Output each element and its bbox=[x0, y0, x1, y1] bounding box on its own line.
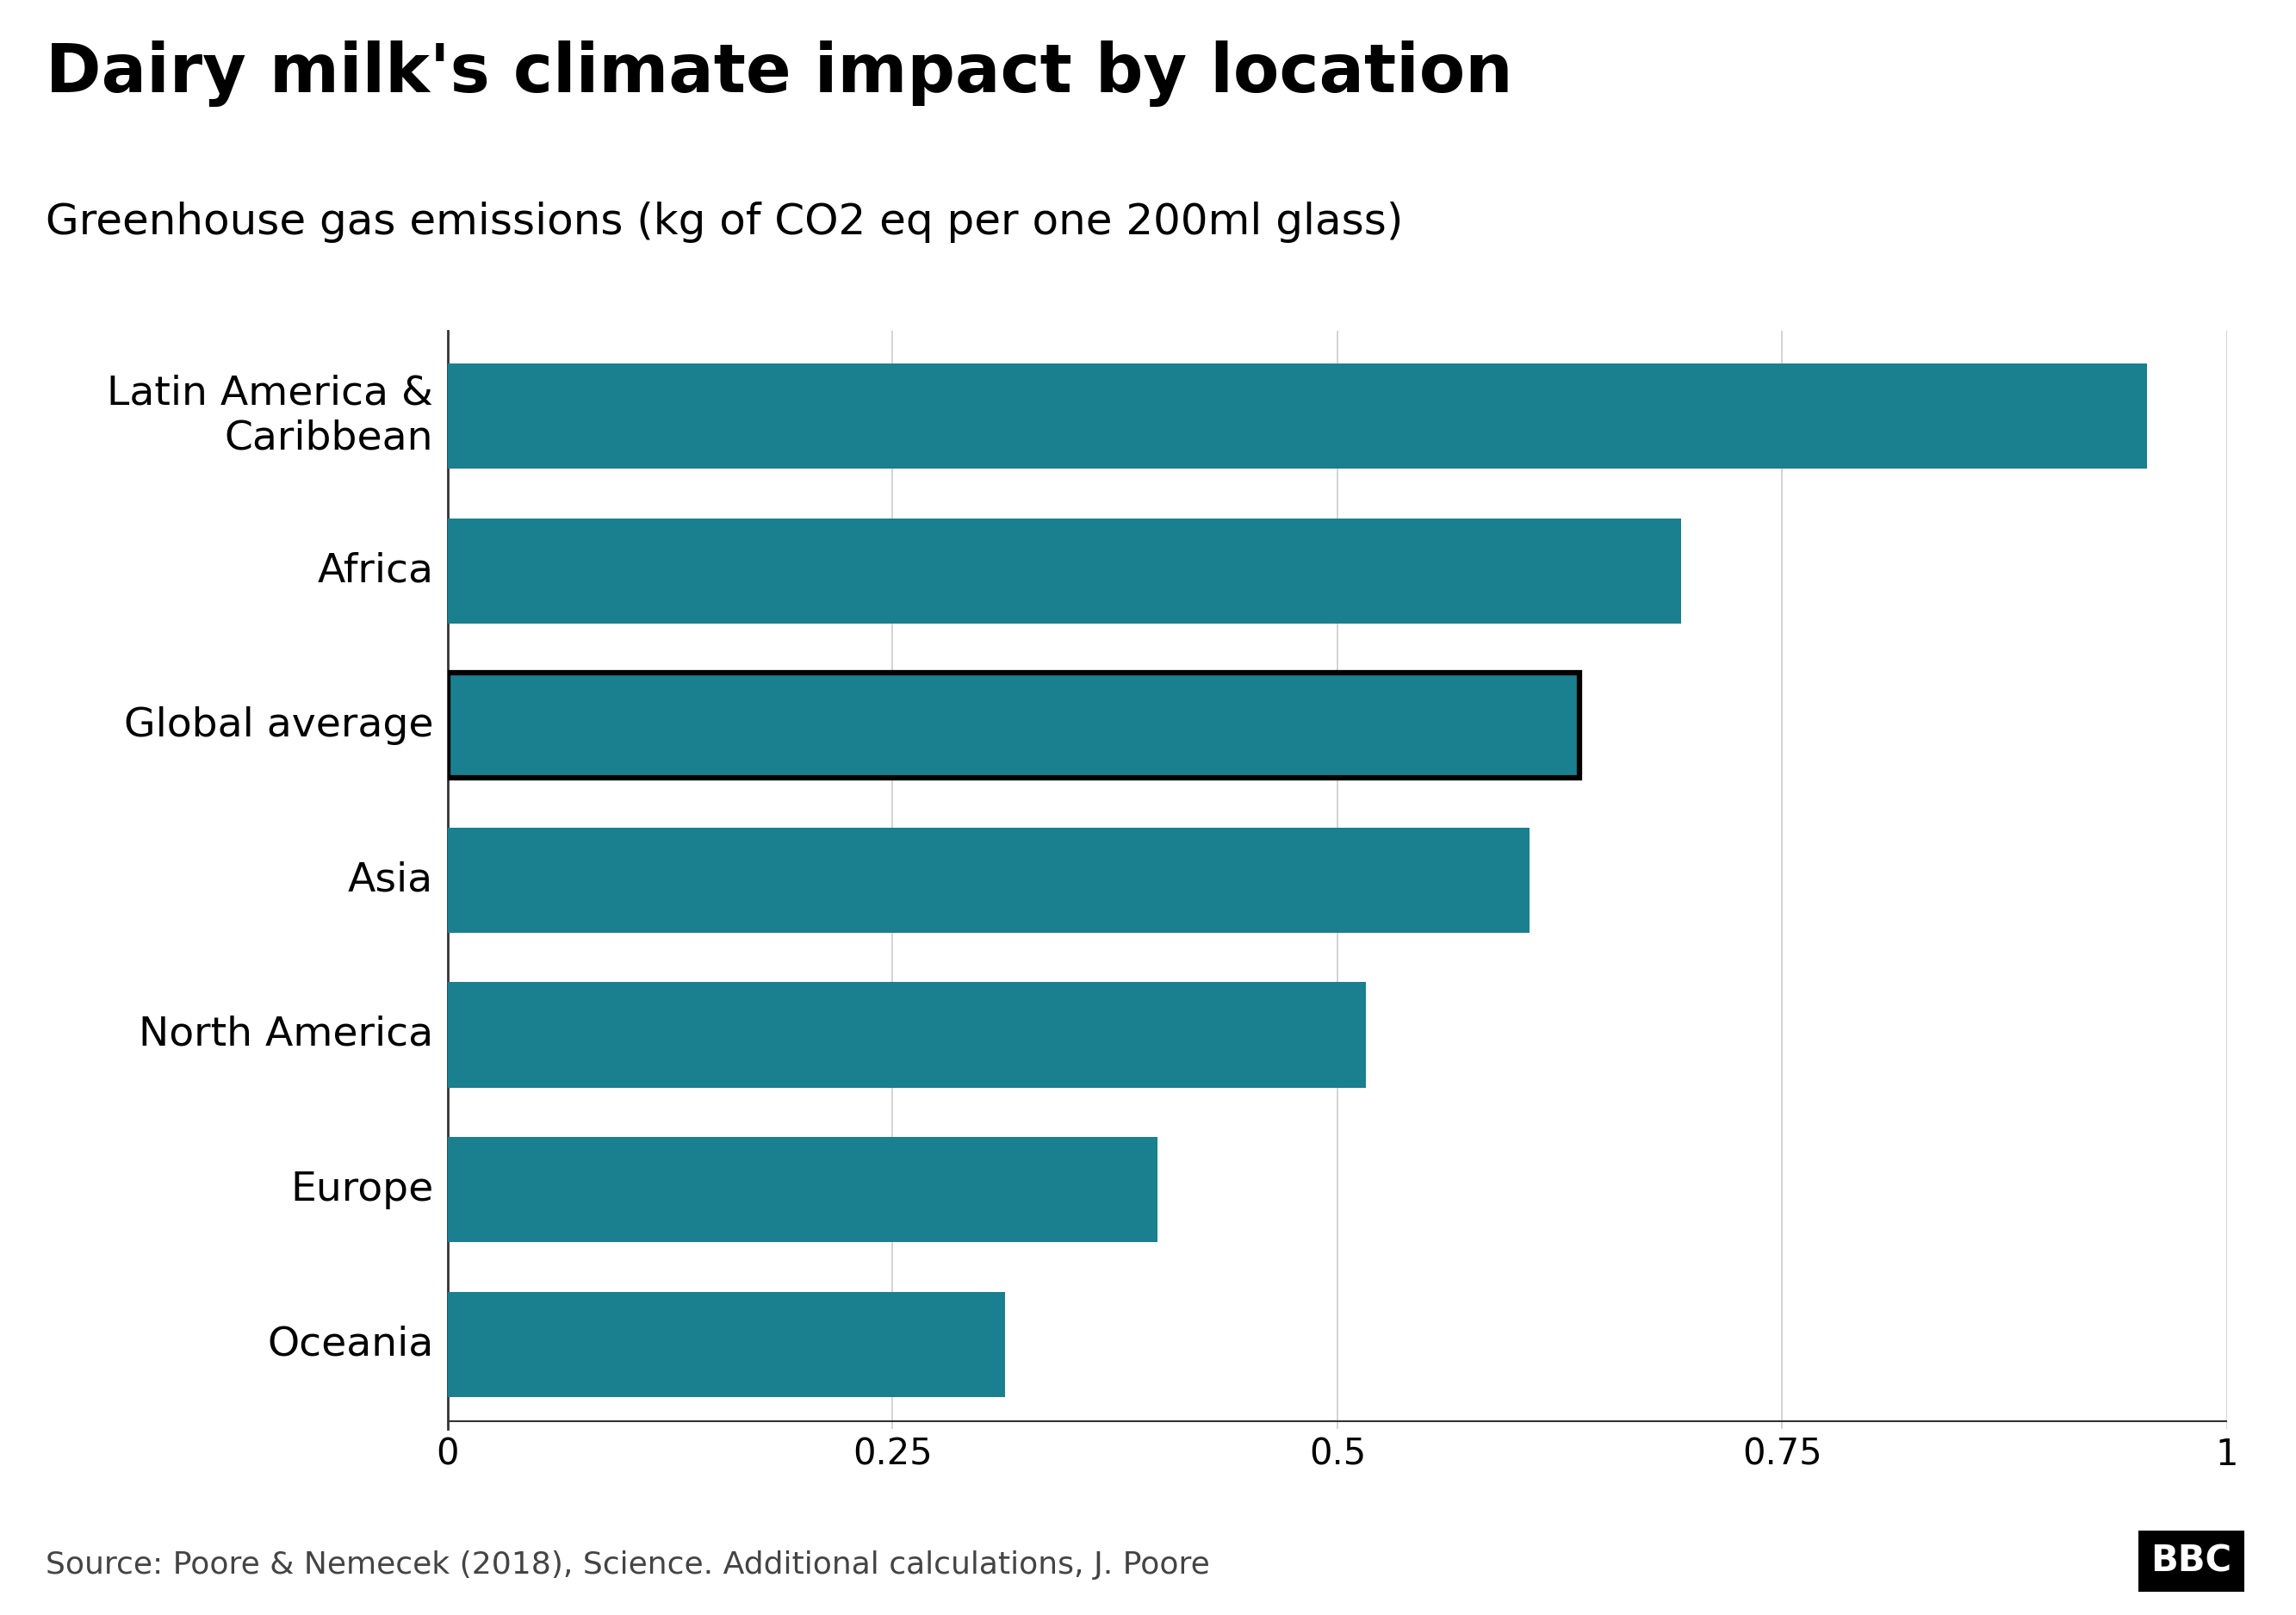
Text: Greenhouse gas emissions (kg of CO2 eq per one 200ml glass): Greenhouse gas emissions (kg of CO2 eq p… bbox=[46, 202, 1403, 244]
Text: BBC: BBC bbox=[2151, 1544, 2232, 1579]
Bar bbox=[448, 363, 2147, 468]
Bar bbox=[448, 673, 1580, 778]
Bar bbox=[448, 982, 1366, 1087]
Bar bbox=[448, 827, 1529, 933]
Bar bbox=[448, 518, 1681, 623]
Text: Source: Poore & Nemecek (2018), Science. Additional calculations, J. Poore: Source: Poore & Nemecek (2018), Science.… bbox=[46, 1550, 1210, 1579]
Bar bbox=[448, 1292, 1006, 1397]
Text: Dairy milk's climate impact by location: Dairy milk's climate impact by location bbox=[46, 40, 1513, 107]
Bar bbox=[448, 673, 1580, 778]
Bar bbox=[448, 1137, 1157, 1242]
